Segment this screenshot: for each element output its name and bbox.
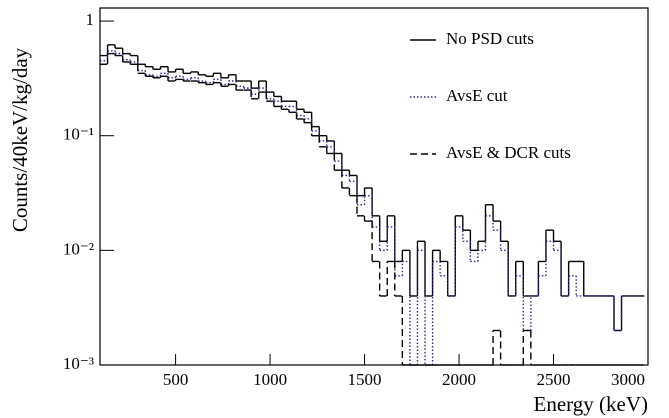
- y-tick-label: 10⁻²: [63, 239, 94, 258]
- x-tick-label: 2500: [537, 370, 571, 389]
- x-tick-label: 1000: [253, 370, 287, 389]
- plot-frame: [99, 7, 649, 366]
- y-tick-label: 1: [86, 10, 95, 29]
- legend-label: AvsE cut: [446, 86, 508, 105]
- y-tick-label: 10⁻¹: [63, 125, 94, 144]
- y-axis-label: Counts/40keV/kg/day: [8, 47, 32, 232]
- x-tick-label: 3000: [611, 370, 645, 389]
- x-tick-label: 2000: [442, 370, 476, 389]
- y-tick-label: 10⁻³: [63, 354, 94, 373]
- x-axis-label: Energy (keV): [534, 392, 649, 416]
- legend-label: No PSD cuts: [446, 29, 534, 48]
- x-tick-label: 1500: [348, 370, 382, 389]
- x-tick-label: 500: [163, 370, 189, 389]
- legend-label: AvsE & DCR cuts: [446, 143, 571, 162]
